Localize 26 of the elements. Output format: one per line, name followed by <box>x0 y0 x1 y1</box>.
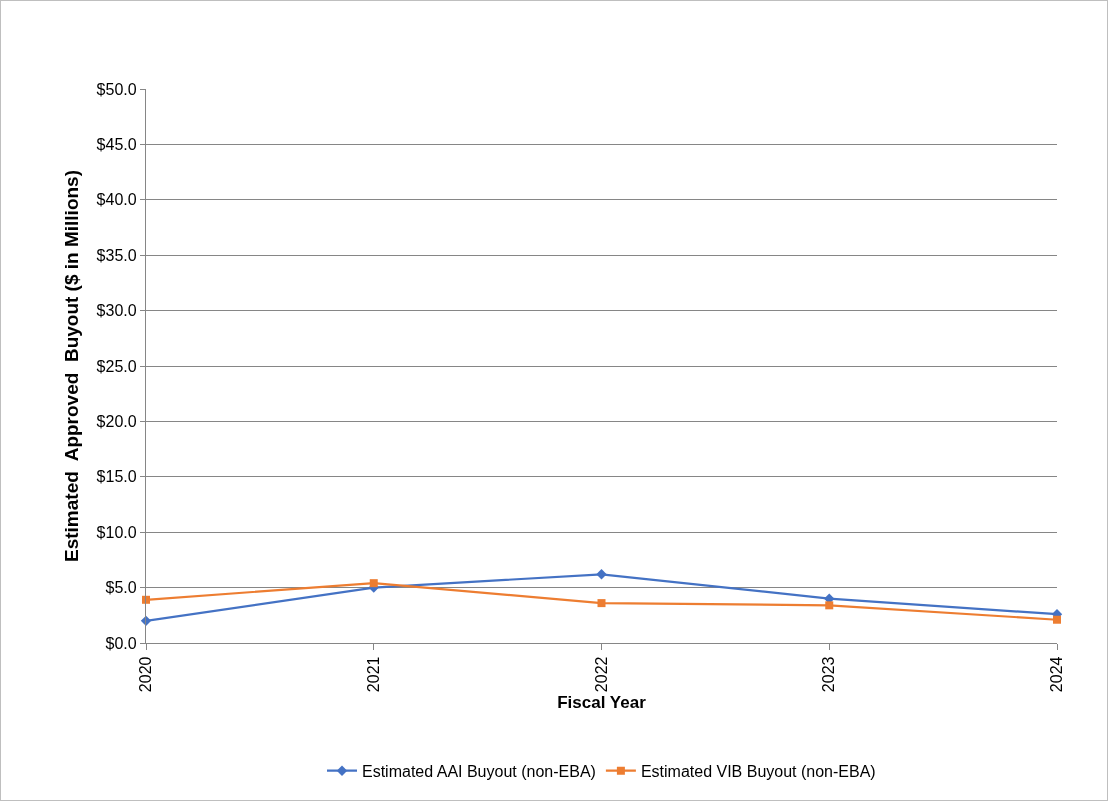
y-tick-label: $45.0 <box>96 136 137 153</box>
point <box>140 615 152 627</box>
y-tick-label: $10.0 <box>96 523 137 541</box>
point <box>596 569 607 580</box>
y-tick-label: $50.0 <box>96 80 137 98</box>
y-tick-label: $25.0 <box>96 357 137 375</box>
point <box>369 579 378 588</box>
y-tick-label: $0.0 <box>105 634 137 652</box>
y-axis-title: Estimated Approved Buyout ($ in Millions) <box>61 170 83 562</box>
point <box>825 601 834 610</box>
point <box>1053 615 1061 624</box>
y-tick-label: $35.0 <box>96 246 137 264</box>
x-tick-label: 2020 <box>137 656 155 693</box>
x-tick-label: 2021 <box>364 656 382 693</box>
x-axis-title: Fiscal Year <box>557 692 647 712</box>
x-tick-label: 2022 <box>592 656 610 693</box>
point <box>597 599 606 608</box>
y-tick-label: $40.0 <box>96 191 137 209</box>
x-tick-label: 2023 <box>820 656 838 693</box>
y-tick-label: $5.0 <box>105 579 137 597</box>
legend-label: Estimated VIB Buyout (non-EBA) <box>640 762 876 780</box>
legend-label: Estimated AAI Buyout (non-EBA) <box>362 762 596 780</box>
y-tick-label: $30.0 <box>96 302 137 320</box>
x-tick-label: 2024 <box>1048 656 1066 693</box>
y-tick-label: $15.0 <box>96 468 137 486</box>
y-tick-label: $20.0 <box>96 413 137 430</box>
